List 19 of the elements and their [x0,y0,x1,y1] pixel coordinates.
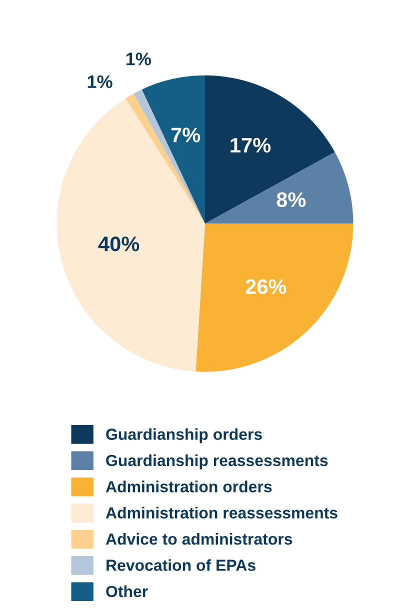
legend-label: Other [106,585,148,598]
data-label: 17% [230,138,271,153]
pie-slice [205,75,335,224]
legend-label: Administration reassessments [106,506,338,519]
legend-label: Revocation of EPAs [106,559,256,571]
data-label: 1% [126,52,151,66]
legend-label: Advice to administrators [106,533,292,545]
data-label: 8% [276,192,306,208]
data-label: 40% [98,236,140,252]
data-label: 26% [246,279,286,294]
legend-label: Guardianship orders [106,428,262,444]
pie-slice [56,98,205,372]
legend-label: Guardianship reassessments [106,454,328,470]
pie-slice [142,75,205,224]
legend-label: Administration orders [106,480,272,492]
pie-slice [205,152,354,224]
data-label: 1% [88,75,112,88]
data-label: 7% [171,128,200,142]
pie-slice [196,224,354,372]
